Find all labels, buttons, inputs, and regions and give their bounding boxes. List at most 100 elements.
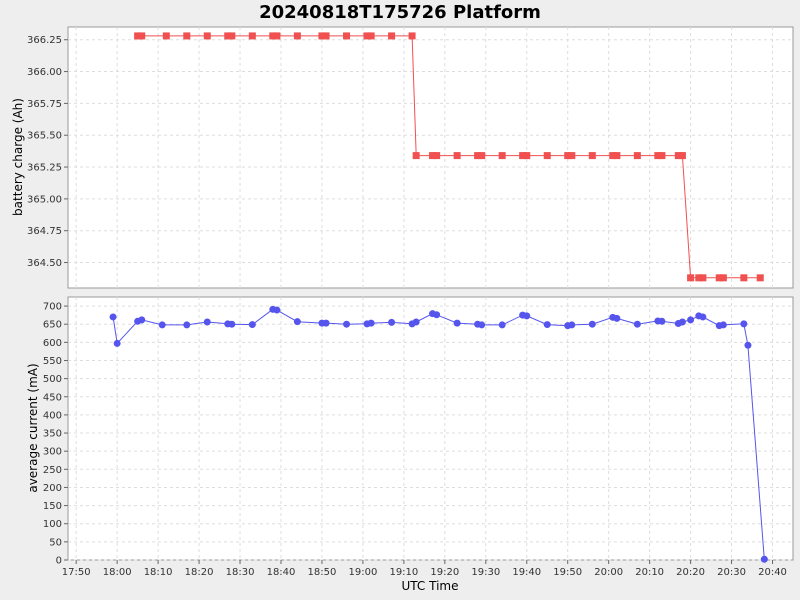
data-point	[183, 321, 191, 329]
data-point	[412, 318, 420, 326]
chart-title: 20240818T175726 Platform	[259, 2, 541, 23]
data-point	[322, 319, 330, 327]
data-point	[224, 32, 232, 40]
data-point	[760, 555, 768, 563]
data-point	[564, 152, 572, 160]
current-y-ticks: 0 50 100 150 200 250 300 350 400 450 500 550 600 650 7…	[43, 302, 68, 567]
data-point	[687, 316, 695, 324]
data-point	[633, 152, 641, 160]
data-point	[293, 318, 301, 326]
current-series	[109, 305, 768, 563]
current-plot-area	[67, 296, 794, 561]
data-point	[273, 306, 281, 314]
data-point	[453, 152, 461, 160]
y-tick-label: 0	[56, 556, 62, 567]
data-point	[519, 152, 527, 160]
y-tick-label: 150	[43, 501, 62, 512]
charge-grid	[68, 39, 793, 264]
data-point	[363, 32, 371, 40]
y-tick-label: 400	[43, 410, 62, 421]
data-point	[678, 152, 686, 160]
y-tick-label: 365.25	[27, 163, 62, 174]
y-tick-label: 500	[43, 374, 62, 385]
y-tick-label: 365.00	[27, 194, 62, 205]
data-point	[744, 341, 752, 349]
data-point	[609, 152, 617, 160]
data-point	[523, 152, 531, 160]
x-tick-label: 19:40	[512, 567, 541, 578]
data-point	[719, 321, 727, 329]
x-tick-label: 20:20	[676, 567, 705, 578]
data-point	[674, 152, 682, 160]
data-point	[412, 152, 420, 160]
data-point	[343, 320, 351, 328]
x-tick-label: 20:00	[594, 567, 623, 578]
x-ticks: 17:50 18:00 18:10 18:20 18:30 18:40 18:50 19:00…	[62, 560, 787, 578]
y-tick-label: 600	[43, 338, 62, 349]
charge-series	[134, 32, 764, 282]
data-point	[138, 32, 146, 40]
data-point	[523, 312, 531, 320]
data-point	[498, 152, 506, 160]
y-tick-label: 366.25	[27, 35, 62, 46]
data-point	[388, 32, 396, 40]
data-point	[543, 152, 551, 160]
x-tick-label: 18:20	[185, 567, 214, 578]
data-point	[699, 313, 707, 321]
data-point	[699, 274, 707, 282]
data-point	[719, 274, 727, 282]
y-tick-label: 300	[43, 447, 62, 458]
y-tick-label: 650	[43, 320, 62, 331]
y-tick-label: 366.00	[27, 67, 62, 78]
data-point	[367, 319, 375, 327]
data-point	[293, 32, 301, 40]
data-point	[687, 274, 695, 282]
x-axis-label: UTC Time	[402, 579, 459, 593]
data-point	[248, 321, 256, 329]
data-point	[658, 152, 666, 160]
data-point	[433, 152, 441, 160]
y-tick-label: 364.50	[27, 258, 62, 269]
x-tick-label: 20:30	[717, 567, 746, 578]
data-point	[740, 274, 748, 282]
data-point	[756, 274, 764, 282]
data-point	[183, 32, 191, 40]
data-point	[228, 320, 236, 328]
y-tick-label: 100	[43, 519, 62, 530]
data-point	[453, 319, 461, 327]
x-tick-label: 18:30	[226, 567, 255, 578]
data-point	[633, 320, 641, 328]
data-point	[138, 316, 146, 324]
data-point	[429, 152, 437, 160]
data-point	[228, 32, 236, 40]
x-tick-label: 20:10	[635, 567, 664, 578]
charge-y-axis-label: battery charge (Ah)	[11, 98, 25, 216]
y-tick-label: 364.75	[27, 226, 62, 237]
data-point	[543, 321, 551, 329]
x-tick-label: 19:10	[389, 567, 418, 578]
data-point	[498, 321, 506, 329]
x-tick-label: 18:50	[308, 567, 337, 578]
data-point	[658, 317, 666, 325]
data-point	[568, 321, 576, 329]
x-tick-label: 19:50	[553, 567, 582, 578]
x-tick-label: 18:40	[267, 567, 296, 578]
current-grid	[68, 305, 793, 561]
data-point	[613, 314, 621, 322]
x-tick-label: 18:00	[103, 567, 132, 578]
y-tick-label: 200	[43, 483, 62, 494]
data-point	[318, 32, 326, 40]
charge-x-grid	[75, 27, 774, 288]
x-tick-label: 18:10	[144, 567, 173, 578]
data-point	[478, 152, 486, 160]
data-point	[715, 274, 723, 282]
data-point	[367, 32, 375, 40]
data-point	[588, 152, 596, 160]
data-point	[478, 321, 486, 329]
data-point	[695, 274, 703, 282]
y-tick-label: 250	[43, 465, 62, 476]
data-point	[388, 318, 396, 326]
data-point	[568, 152, 576, 160]
y-tick-label: 350	[43, 429, 62, 440]
